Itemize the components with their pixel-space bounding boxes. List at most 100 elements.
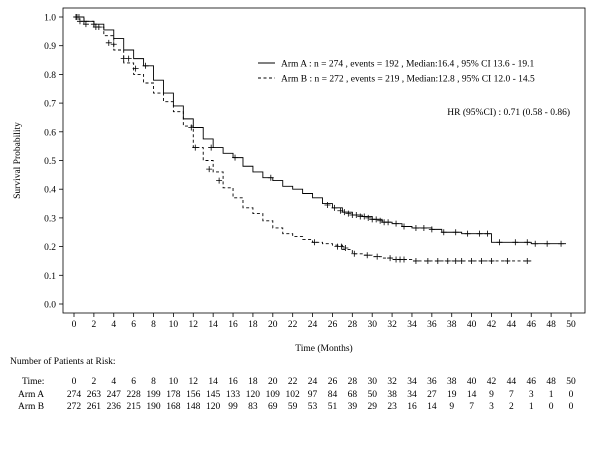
censor-mark [424, 257, 431, 264]
censor-mark [351, 250, 358, 257]
risk-table-value: 274 [67, 390, 82, 400]
risk-table-value: 247 [107, 390, 122, 400]
risk-table-value: 29 [367, 402, 377, 412]
censor-mark [337, 207, 344, 214]
risk-table-value: 178 [166, 390, 181, 400]
risk-table-value: 84 [328, 390, 338, 400]
x-tick-label: 30 [367, 320, 377, 330]
censor-mark [512, 239, 519, 246]
risk-table-value: 228 [127, 390, 142, 400]
risk-table-value: 34 [407, 390, 417, 400]
risk-table-value: 16 [407, 402, 417, 412]
censor-mark [444, 257, 451, 264]
risk-table-time: 26 [328, 377, 338, 387]
x-tick-label: 50 [566, 320, 576, 330]
y-tick-label: 0.7 [44, 100, 56, 110]
risk-table-time: 34 [407, 377, 417, 387]
risk-table-time: 16 [228, 377, 238, 387]
x-tick-label: 18 [248, 320, 258, 330]
x-tick-label: 14 [208, 320, 218, 330]
risk-table-value: 39 [348, 402, 358, 412]
censor-mark [120, 55, 127, 62]
censor-mark [496, 239, 503, 246]
censor-mark [420, 224, 427, 231]
x-tick-label: 0 [72, 320, 77, 330]
axes: 0.00.10.20.30.40.50.60.70.80.91.00 2 4 6 8 10… [13, 7, 586, 354]
censor-mark [311, 239, 318, 246]
risk-table-value: 0 [569, 402, 574, 412]
series-line-arm-a [74, 16, 567, 245]
risk-table-value: 190 [146, 402, 161, 412]
risk-table-value: 215 [127, 402, 142, 412]
risk-table-value: 109 [266, 390, 281, 400]
censor-mark [364, 252, 371, 259]
series-line-arm-b [74, 16, 532, 262]
y-tick-label: 0.8 [44, 71, 56, 81]
risk-table-title: Number of Patients at Risk: [10, 356, 116, 367]
risk-table-value: 168 [166, 402, 181, 412]
risk-table-value: 145 [206, 390, 221, 400]
censor-mark [324, 201, 331, 208]
risk-table-row-label: Arm A [18, 390, 44, 400]
x-tick-label: 10 [169, 320, 179, 330]
risk-table-time: 32 [387, 377, 397, 387]
risk-table-time: 8 [151, 377, 156, 387]
risk-table-value: 0 [569, 390, 574, 400]
x-tick-label: 28 [348, 320, 358, 330]
risk-table-value: 148 [186, 402, 201, 412]
risk-table-time: 40 [467, 377, 477, 387]
risk-table: Number of Patients at Risk:Time: 0 2 4 6 8 10 1… [10, 356, 576, 412]
censor-mark [373, 216, 380, 223]
risk-table-row-label: Arm B [18, 402, 44, 412]
censor-mark [331, 204, 338, 211]
risk-table-time: 30 [367, 377, 377, 387]
y-tick-label: 0.0 [44, 301, 56, 311]
censor-mark [393, 220, 400, 227]
risk-table-value: 51 [328, 402, 338, 412]
censor-mark [353, 212, 360, 219]
risk-table-value: 69 [268, 402, 278, 412]
censor-mark [412, 224, 419, 231]
risk-table-time-label: Time: [22, 377, 44, 387]
censor-mark [524, 257, 531, 264]
risk-table-value: 59 [288, 402, 298, 412]
censor-mark [361, 213, 368, 220]
censor-mark [216, 177, 223, 184]
risk-table-time: 10 [169, 377, 179, 387]
x-tick-label: 22 [288, 320, 298, 330]
x-tick-label: 40 [467, 320, 477, 330]
censor-mark [374, 253, 381, 260]
risk-table-time: 6 [131, 377, 136, 387]
censor-mark [92, 24, 99, 31]
censor-mark [524, 239, 531, 246]
risk-table-value: 50 [367, 390, 377, 400]
y-tick-label: 0.2 [44, 243, 56, 253]
y-tick-label: 1.0 [44, 14, 56, 24]
plot-frame [62, 7, 586, 314]
risk-table-time: 2 [92, 377, 97, 387]
x-tick-label: 48 [546, 320, 556, 330]
hazard-ratio-text: HR (95%CI) : 0.71 (0.58 - 0.86) [447, 107, 570, 118]
y-tick-label: 0.4 [44, 186, 56, 196]
risk-table-value: 9 [489, 390, 494, 400]
censor-mark [464, 230, 471, 237]
censor-mark [73, 14, 80, 20]
risk-table-value: 53 [308, 402, 318, 412]
risk-table-time: 12 [189, 377, 199, 387]
y-tick-label: 0.3 [44, 214, 56, 224]
censor-mark [434, 257, 441, 264]
censor-mark [188, 124, 195, 131]
censor-mark [387, 255, 394, 262]
censor-mark [440, 229, 447, 236]
censor-mark [377, 217, 384, 224]
risk-table-time: 20 [268, 377, 278, 387]
x-tick-label: 34 [407, 320, 417, 330]
risk-table-value: 14 [467, 390, 477, 400]
censor-mark [132, 65, 139, 72]
censor-mark [484, 230, 491, 237]
x-tick-label: 8 [151, 320, 156, 330]
y-tick-label: 0.1 [44, 272, 56, 282]
risk-table-value: 23 [387, 402, 397, 412]
censor-mark [345, 210, 352, 217]
